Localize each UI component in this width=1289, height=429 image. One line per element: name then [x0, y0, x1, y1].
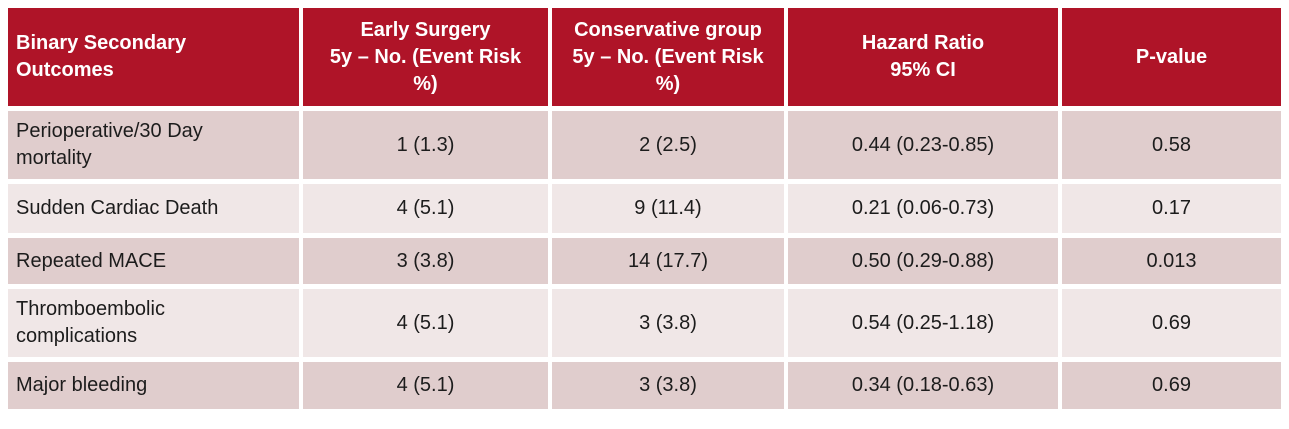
col-header-hazard-ratio: Hazard Ratio 95% CI — [788, 8, 1058, 106]
cell-p-value: 0.69 — [1062, 362, 1281, 409]
cell-outcome: Perioperative/30 Day mortality — [8, 111, 299, 179]
cell-outcome: Major bleeding — [8, 362, 299, 409]
cell-p-value: 0.17 — [1062, 184, 1281, 233]
table-row-sudden-cardiac-death: Sudden Cardiac Death 4 (5.1) 9 (11.4) 0.… — [8, 184, 1281, 233]
cell-outcome: Repeated MACE — [8, 238, 299, 284]
cell-early-surgery: 4 (5.1) — [303, 184, 548, 233]
cell-hazard-ratio: 0.50 (0.29-0.88) — [788, 238, 1058, 284]
col-header-binary-secondary-outcomes: Binary Secondary Outcomes — [8, 8, 299, 106]
cell-hazard-ratio: 0.34 (0.18-0.63) — [788, 362, 1058, 409]
cell-hazard-ratio: 0.54 (0.25-1.18) — [788, 289, 1058, 357]
col-header-early-surgery: Early Surgery 5y – No. (Event Risk %) — [303, 8, 548, 106]
table-row-major-bleeding: Major bleeding 4 (5.1) 3 (3.8) 0.34 (0.1… — [8, 362, 1281, 409]
cell-hazard-ratio: 0.21 (0.06-0.73) — [788, 184, 1058, 233]
col-header-conservative-group: Conservative group 5y – No. (Event Risk … — [552, 8, 784, 106]
cell-early-surgery: 4 (5.1) — [303, 362, 548, 409]
cell-p-value: 0.58 — [1062, 111, 1281, 179]
cell-early-surgery: 1 (1.3) — [303, 111, 548, 179]
cell-outcome: Sudden Cardiac Death — [8, 184, 299, 233]
cell-conservative: 2 (2.5) — [552, 111, 784, 179]
cell-early-surgery: 3 (3.8) — [303, 238, 548, 284]
page: { "table": { "columns": [ "Binary Second… — [0, 3, 1289, 429]
table-row-perioperative-mortality: Perioperative/30 Day mortality 1 (1.3) 2… — [8, 111, 1281, 179]
header-row: Binary Secondary Outcomes Early Surgery … — [8, 8, 1281, 106]
table-row-repeated-mace: Repeated MACE 3 (3.8) 14 (17.7) 0.50 (0.… — [8, 238, 1281, 284]
cell-p-value: 0.013 — [1062, 238, 1281, 284]
cell-hazard-ratio: 0.44 (0.23-0.85) — [788, 111, 1058, 179]
cell-early-surgery: 4 (5.1) — [303, 289, 548, 357]
col-header-p-value: P-value — [1062, 8, 1281, 106]
cell-conservative: 3 (3.8) — [552, 362, 784, 409]
table-row-thromboembolic-complications: Thromboembolic complications 4 (5.1) 3 (… — [8, 289, 1281, 357]
cell-conservative: 14 (17.7) — [552, 238, 784, 284]
cell-conservative: 9 (11.4) — [552, 184, 784, 233]
cell-p-value: 0.69 — [1062, 289, 1281, 357]
cell-outcome: Thromboembolic complications — [8, 289, 299, 357]
binary-secondary-outcomes-table: Binary Secondary Outcomes Early Surgery … — [4, 3, 1285, 414]
cell-conservative: 3 (3.8) — [552, 289, 784, 357]
